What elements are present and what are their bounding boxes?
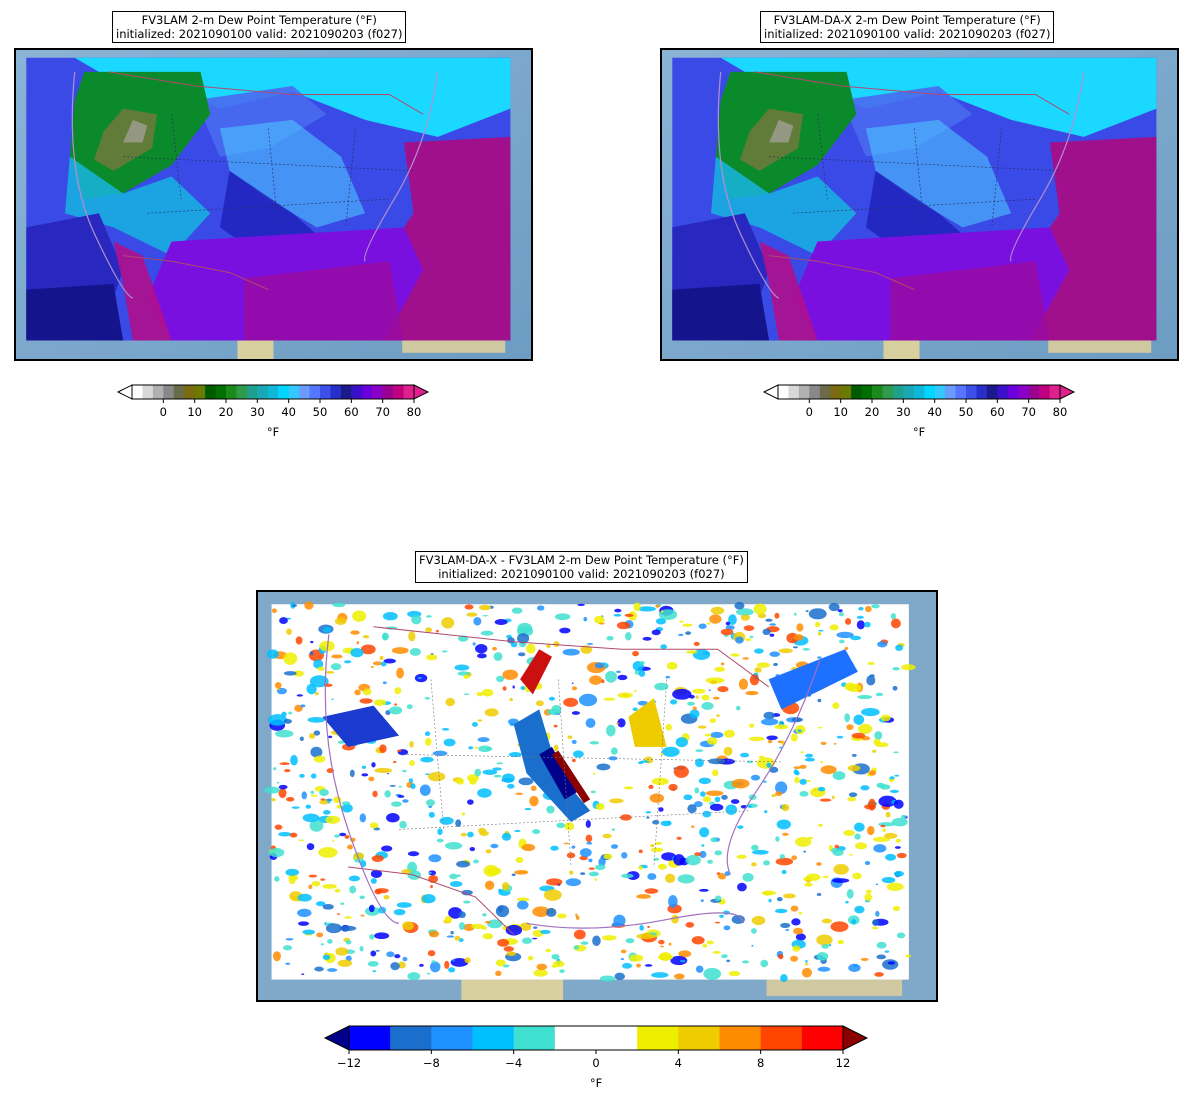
panel2-colorbar-unit-label: °F [912,425,926,439]
panel1-colorbar-tick-label: 20 [218,405,234,419]
panel2-colorbar-tick-label: 20 [864,405,880,419]
panel2-colorbar-tick-label: 70 [1021,405,1036,419]
panel1-colorbar-tick-label: 60 [344,405,359,419]
panel3-colorbar-tick-label: 4 [674,1056,682,1070]
panel2-colorbar-tick-label: 30 [896,405,911,419]
panel3-colorbar-tick-label: 12 [835,1056,851,1070]
panel2-title: FV3LAM-DA-X 2-m Dew Point Temperature (°… [760,11,1055,43]
panel2-colorbar-tick-label: 10 [833,405,848,419]
panel2-map [660,48,1179,361]
panel2-colorbar-tick-label: 50 [958,405,974,419]
panel3-map [256,590,938,1002]
panel2-colorbar: 0 10 20 30 40 50 60 70 80 °F [762,384,1076,439]
panel1-colorbar-tick-label: 50 [312,405,328,419]
panel3-title: FV3LAM-DA-X - FV3LAM 2-m Dew Point Tempe… [415,551,748,583]
panel3-title-line1: FV3LAM-DA-X - FV3LAM 2-m Dew Point Tempe… [419,553,744,567]
panel1-title-line2: initialized: 2021090100 valid: 202109020… [116,27,403,41]
panel1-colorbar-tick-label: 70 [375,405,390,419]
panel3-colorbar-tick-label: −12 [336,1056,362,1070]
panel2-title-line2: initialized: 2021090100 valid: 202109020… [764,27,1051,41]
panel3-colorbar-tick-label: 0 [592,1056,600,1070]
panel2-title-line1: FV3LAM-DA-X 2-m Dew Point Temperature (°… [773,13,1041,27]
panel3-colorbar-tick-label: 8 [756,1056,765,1070]
panel1-title: FV3LAM 2-m Dew Point Temperature (°F) in… [112,11,407,43]
panel1-map [14,48,533,361]
panel3-title-line2: initialized: 2021090100 valid: 202109020… [438,567,725,581]
panel3-colorbar: −12 −8 −4 0 4 8 12 °F [323,1025,869,1090]
panel1-title-line1: FV3LAM 2-m Dew Point Temperature (°F) [141,13,377,27]
panel1-colorbar-tick-label: 80 [406,405,422,419]
panel3-colorbar-tick-label: −8 [422,1056,440,1070]
panel2-colorbar-tick-label: 80 [1052,405,1068,419]
panel1-colorbar-tick-label: 40 [281,405,296,419]
panel1-colorbar-tick-label: 10 [187,405,202,419]
panel1-colorbar-tick-label: 30 [250,405,265,419]
panel2-colorbar-tick-label: 40 [927,405,942,419]
panel3-colorbar-unit-label: °F [589,1076,603,1090]
panel3-colorbar-tick-label: −4 [505,1056,523,1070]
panel1-colorbar: 0 10 20 30 40 50 60 70 80 °F [116,384,430,439]
panel1-colorbar-tick-label: 0 [159,405,167,419]
panel2-colorbar-tick-label: 0 [805,405,813,419]
panel1-colorbar-unit-label: °F [266,425,280,439]
panel2-colorbar-tick-label: 60 [990,405,1005,419]
